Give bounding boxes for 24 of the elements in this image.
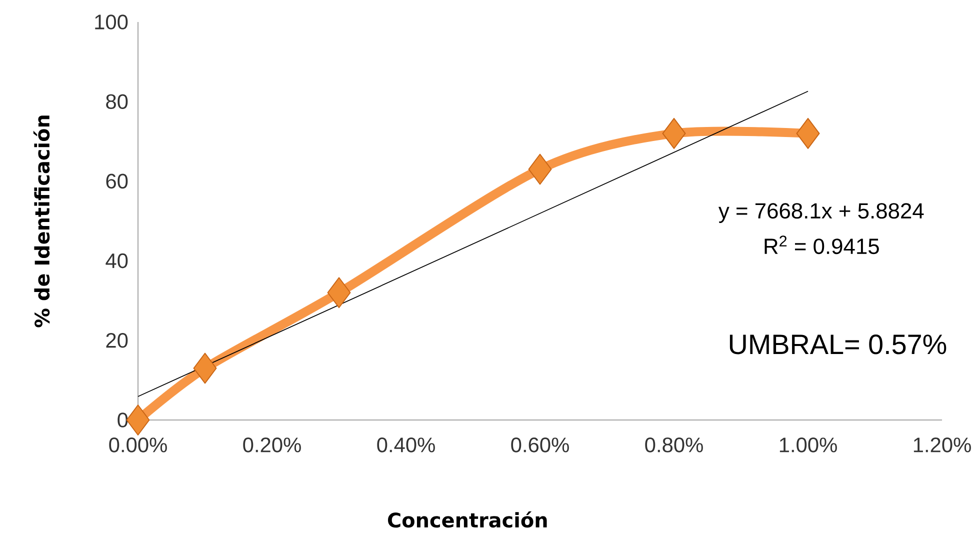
x-tick-label: 1.20%: [914, 438, 971, 452]
y-tick-label: 40: [106, 253, 128, 268]
y-axis-title: % de Identificación: [33, 116, 50, 328]
y-tick-label: 20: [106, 332, 128, 348]
point: [327, 277, 351, 308]
y-tick-label: 100: [95, 14, 128, 30]
point: [796, 118, 820, 149]
point: [193, 352, 217, 384]
x-tick-label: 0.00%: [109, 438, 167, 452]
annotation: UMBRAL= 0.57%: [730, 334, 946, 354]
point: [662, 118, 686, 149]
y-tick-label: 60: [106, 174, 128, 189]
x-tick-label: 0.60%: [511, 438, 569, 452]
x-axis-title: Concentración: [388, 511, 547, 528]
x-tick-label: 0.20%: [243, 438, 301, 452]
annotation: R$^{2}$ = 0.9415: [764, 236, 879, 254]
point: [528, 154, 552, 185]
x-tick-label: 0.80%: [645, 438, 703, 452]
y-tick-label: 0: [118, 412, 128, 428]
point: [126, 404, 150, 436]
x-tick-label: 1.00%: [780, 438, 837, 452]
x-tick-label: 0.40%: [377, 438, 435, 452]
annotation: y = 7668.1x + 5.8824: [718, 203, 924, 223]
y-tick-label: 80: [106, 94, 128, 109]
